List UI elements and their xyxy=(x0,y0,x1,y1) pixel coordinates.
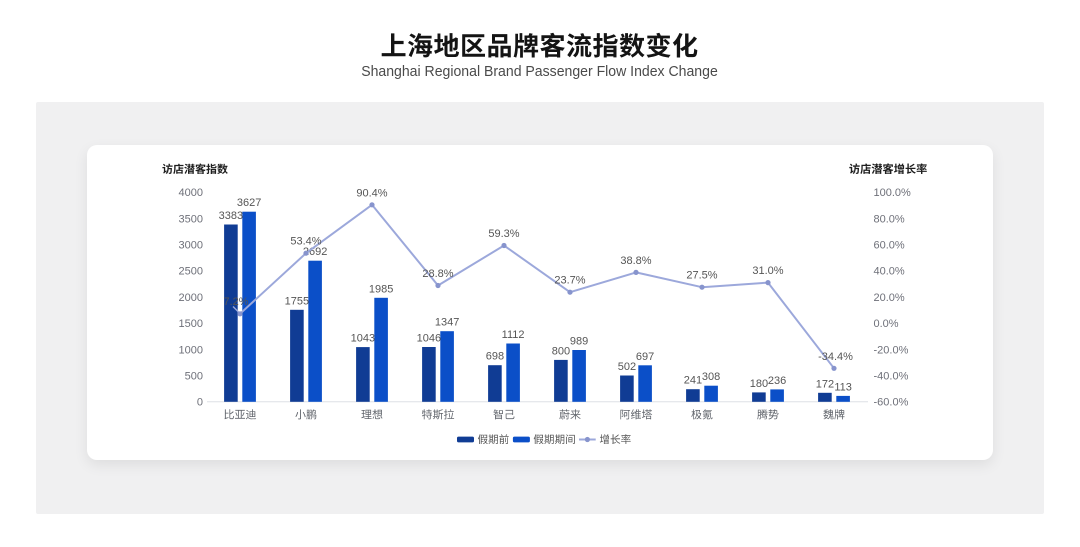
svg-text:38.8%: 38.8% xyxy=(620,255,651,267)
svg-text:697: 697 xyxy=(636,351,654,363)
svg-text:80.0%: 80.0% xyxy=(874,213,905,225)
svg-text:1985: 1985 xyxy=(369,283,393,295)
svg-text:20.0%: 20.0% xyxy=(874,292,905,304)
svg-text:2500: 2500 xyxy=(179,266,203,278)
svg-text:800: 800 xyxy=(552,345,570,357)
svg-text:28.8%: 28.8% xyxy=(422,268,453,280)
svg-text:23.7%: 23.7% xyxy=(554,275,585,287)
svg-text:1046: 1046 xyxy=(417,333,441,345)
svg-text:241: 241 xyxy=(684,375,702,387)
svg-text:-20.0%: -20.0% xyxy=(874,344,909,356)
svg-text:59.3%: 59.3% xyxy=(488,228,519,240)
svg-text:502: 502 xyxy=(618,361,636,373)
svg-text:0: 0 xyxy=(197,397,203,409)
svg-text:1500: 1500 xyxy=(179,318,203,330)
svg-text:3000: 3000 xyxy=(179,240,203,252)
svg-text:7.2%: 7.2% xyxy=(223,296,248,308)
svg-text:180: 180 xyxy=(750,378,768,390)
svg-text:1755: 1755 xyxy=(285,295,309,307)
svg-text:236: 236 xyxy=(768,375,786,387)
svg-text:-60.0%: -60.0% xyxy=(874,397,909,409)
svg-text:27.5%: 27.5% xyxy=(686,270,717,282)
svg-text:2000: 2000 xyxy=(179,292,203,304)
svg-text:113: 113 xyxy=(834,381,852,393)
svg-text:0.0%: 0.0% xyxy=(874,318,899,330)
svg-text:1000: 1000 xyxy=(179,344,203,356)
svg-text:2692: 2692 xyxy=(303,246,327,258)
svg-text:3383: 3383 xyxy=(219,210,243,222)
svg-text:31.0%: 31.0% xyxy=(752,265,783,277)
svg-text:53.4%: 53.4% xyxy=(290,236,321,248)
svg-text:698: 698 xyxy=(486,351,504,363)
svg-text:Shanghai Regional Brand Passen: Shanghai Regional Brand Passenger Flow I… xyxy=(361,63,718,80)
svg-text:100.0%: 100.0% xyxy=(874,187,912,199)
svg-text:60.0%: 60.0% xyxy=(874,240,905,252)
svg-text:172: 172 xyxy=(816,378,834,390)
svg-text:-34.4%: -34.4% xyxy=(818,351,853,363)
svg-text:4000: 4000 xyxy=(179,187,203,199)
svg-text:308: 308 xyxy=(702,371,720,383)
svg-text:90.4%: 90.4% xyxy=(356,187,387,199)
svg-text:1112: 1112 xyxy=(502,329,525,341)
svg-text:3500: 3500 xyxy=(179,213,203,225)
svg-text:989: 989 xyxy=(570,336,588,348)
svg-text:40.0%: 40.0% xyxy=(874,266,905,278)
svg-text:3627: 3627 xyxy=(237,197,261,209)
svg-text:-40.0%: -40.0% xyxy=(874,371,909,383)
svg-text:1347: 1347 xyxy=(435,317,459,329)
svg-text:500: 500 xyxy=(185,371,203,383)
svg-text:1043: 1043 xyxy=(351,333,375,345)
